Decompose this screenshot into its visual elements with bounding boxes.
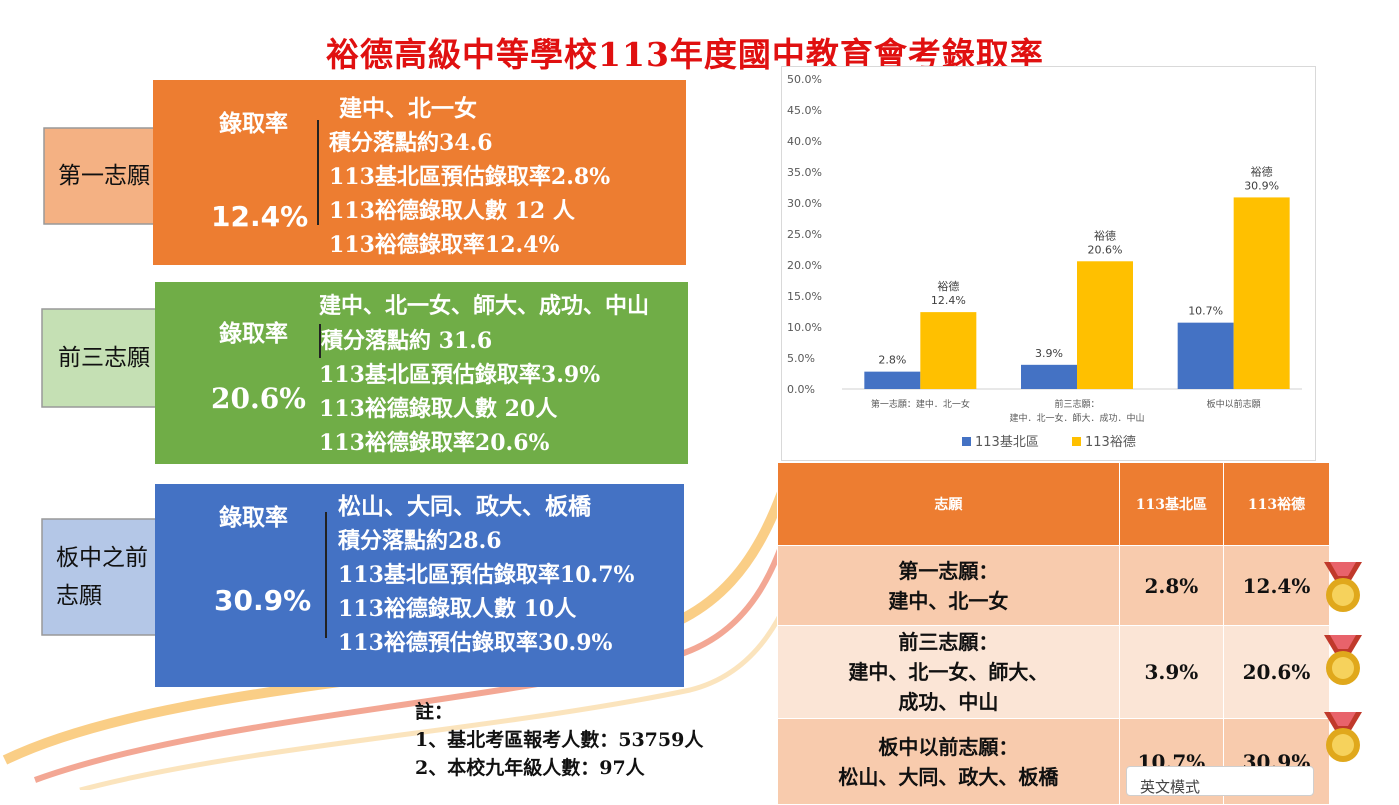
bar-region bbox=[1021, 364, 1077, 389]
tier3-line-region-rate: 113基北區預估錄取率10.7% bbox=[338, 562, 635, 588]
table-row: 前三志願： 建中、北一女、師大、 成功、中山 3.9% 20.6% bbox=[777, 625, 1331, 719]
tier3-rate-label: 錄取率 bbox=[219, 505, 288, 531]
x-tick-label: 前三志願： bbox=[1054, 398, 1099, 410]
tier3-divider bbox=[325, 512, 327, 638]
note-grade9: 2、本校九年級人數：97人 bbox=[415, 757, 645, 779]
row-label-line: 建中、北一女 bbox=[888, 588, 1009, 613]
tier2-line-count: 113裕德錄取人數 20人 bbox=[319, 396, 558, 422]
tier1-line-region-rate: 113基北區預估錄取率2.8% bbox=[329, 164, 611, 190]
ime-mode-indicator[interactable]: 英文模式 bbox=[1126, 766, 1314, 796]
tier1-arrow-label: 第一志願 bbox=[58, 163, 150, 189]
header-choice: 志願 bbox=[777, 462, 1120, 546]
tier2-line-schools: 建中、北一女、師大、成功、中山 bbox=[319, 294, 650, 319]
legend-swatch bbox=[962, 437, 971, 446]
data-label-series: 裕德 bbox=[1094, 228, 1116, 242]
tier1-box: 錄取率 12.4% 建中、北一女 積分落點約34.6 113基北區預估錄取率2.… bbox=[153, 80, 686, 265]
bar-school bbox=[1233, 197, 1290, 389]
row-label: 第一志願： 建中、北一女 bbox=[777, 545, 1120, 626]
header-region: 113基北區 bbox=[1118, 462, 1224, 546]
tier1-line-score: 積分落點約34.6 bbox=[329, 130, 493, 156]
note-applicants: 1、基北考區報考人數：53759人 bbox=[415, 729, 704, 751]
tier3-line-count: 113裕德錄取人數 10人 bbox=[338, 596, 577, 622]
bar-region bbox=[864, 371, 921, 389]
tier2-box: 錄取率 20.6% 建中、北一女、師大、成功、中山 積分落點約 31.6 113… bbox=[155, 282, 688, 464]
chart-svg: 0.0% 5.0% 10.0% 15.0% 20.0% 25.0% 30.0% 35.0% 40… bbox=[787, 73, 1302, 450]
comparison-table: 志願 113基北區 113裕德 第一志願： 建中、北一女 2.8% 12.4% … bbox=[777, 462, 1331, 805]
row-label-line: 板中以前志願： bbox=[878, 734, 1019, 759]
tier1-details: 建中、北一女 積分落點約34.6 113基北區預估錄取率2.8% 113裕德錄取… bbox=[329, 92, 610, 262]
tier2-rate-value: 20.6% bbox=[211, 382, 306, 415]
row-region-value: 3.9% bbox=[1118, 625, 1224, 719]
legend-swatch bbox=[1072, 437, 1081, 446]
tier3-line-school-rate: 113裕德預估錄取率30.9% bbox=[338, 630, 613, 656]
y-tick-label: 35.0% bbox=[787, 166, 822, 179]
y-tick-label: 15.0% bbox=[787, 290, 822, 303]
tier3-arrow-label: 板中之前 志願 bbox=[56, 539, 148, 615]
data-label-series: 裕德 bbox=[1251, 164, 1273, 178]
x-tick-label: 建中．北一女．師大．成功．中山 bbox=[1009, 412, 1144, 424]
tier2-details: 建中、北一女、師大、成功、中山 積分落點約 31.6 113基北區預估錄取率3.… bbox=[319, 290, 649, 460]
data-label: 2.8% bbox=[878, 354, 906, 367]
x-tick-label: 板中以前志願 bbox=[1207, 398, 1261, 410]
tier3-box: 錄取率 30.9% 松山、大同、政大、板橋 積分落點約28.6 113基北區預估… bbox=[155, 484, 684, 687]
y-tick-label: 30.0% bbox=[787, 197, 822, 210]
y-tick-label: 20.0% bbox=[787, 259, 822, 272]
table-header-row: 志願 113基北區 113裕德 bbox=[777, 462, 1331, 546]
tier1-rate-label: 錄取率 bbox=[219, 111, 288, 137]
y-tick-label: 25.0% bbox=[787, 228, 822, 241]
tier2-line-score: 積分落點約 31.6 bbox=[319, 324, 649, 358]
tier2-line-region-rate: 113基北區預估錄取率3.9% bbox=[319, 362, 601, 388]
header-school: 113裕德 bbox=[1222, 462, 1331, 546]
data-label-series: 裕德 bbox=[937, 279, 959, 293]
tier3-details: 松山、大同、政大、板橋 積分落點約28.6 113基北區預估錄取率10.7% 1… bbox=[338, 490, 634, 660]
row-label-line: 成功、中山 bbox=[898, 690, 999, 714]
row-label-line: 建中、北一女、師大、 bbox=[848, 660, 1049, 684]
tier3-line-schools: 松山、大同、政大、板橋 bbox=[338, 494, 591, 520]
bar-school bbox=[920, 312, 977, 389]
notes-heading: 註： bbox=[415, 701, 454, 723]
medal-icon bbox=[1324, 635, 1362, 685]
row-label-line: 第一志願： bbox=[898, 558, 999, 583]
y-tick-label: 5.0% bbox=[787, 352, 815, 365]
tier2-line-school-rate: 113裕德錄取率20.6% bbox=[319, 430, 550, 456]
y-tick-label: 10.0% bbox=[787, 321, 822, 334]
notes: 註： 1、基北考區報考人數：53759人 2、本校九年級人數：97人 bbox=[415, 698, 703, 782]
data-label: 10.7% bbox=[1188, 305, 1223, 318]
y-tick-label: 50.0% bbox=[787, 73, 822, 86]
y-tick-label: 45.0% bbox=[787, 104, 822, 117]
table-row: 第一志願： 建中、北一女 2.8% 12.4% bbox=[777, 545, 1331, 626]
tier3-arrow-label-line1: 板中之前 bbox=[56, 545, 148, 571]
tier1-divider bbox=[317, 120, 319, 225]
row-label-line: 松山、大同、政大、板橋 bbox=[838, 764, 1059, 789]
legend-label: 113基北區 bbox=[975, 435, 1039, 450]
data-label: 30.9% bbox=[1244, 179, 1279, 192]
data-label: 3.9% bbox=[1035, 347, 1063, 360]
tier1-line-schools: 建中、北一女 bbox=[339, 96, 477, 122]
row-label-line: 前三志願： bbox=[898, 630, 999, 654]
tier1-line-count: 113裕德錄取人數 12 人 bbox=[329, 198, 575, 224]
row-school-value: 12.4% bbox=[1222, 545, 1331, 626]
bar-region bbox=[1177, 322, 1234, 389]
medal-icon bbox=[1324, 712, 1362, 762]
y-tick-label: 40.0% bbox=[787, 135, 822, 148]
y-tick-label: 0.0% bbox=[787, 383, 815, 396]
admission-rate-chart: 0.0% 5.0% 10.0% 15.0% 20.0% 25.0% 30.0% 35.0% 40… bbox=[781, 66, 1316, 461]
row-label: 板中以前志願： 松山、大同、政大、板橋 bbox=[777, 718, 1120, 805]
tier3-rate-value: 30.9% bbox=[214, 584, 312, 617]
tier2-rate-label: 錄取率 bbox=[219, 321, 288, 347]
data-label: 12.4% bbox=[931, 294, 966, 307]
row-school-value: 20.6% bbox=[1222, 625, 1331, 719]
medal-icon bbox=[1324, 562, 1362, 612]
tier1-line-school-rate: 113裕德錄取率12.4% bbox=[329, 232, 560, 258]
data-label: 20.6% bbox=[1088, 243, 1123, 256]
tier1-rate-value: 12.4% bbox=[211, 200, 309, 233]
legend-label: 113裕德 bbox=[1085, 435, 1136, 450]
tier3-arrow-label-line2: 志願 bbox=[56, 583, 102, 609]
bar-school bbox=[1077, 261, 1133, 389]
tier2-arrow-label: 前三志願 bbox=[58, 345, 150, 371]
row-label: 前三志願： 建中、北一女、師大、 成功、中山 bbox=[777, 625, 1120, 719]
row-region-value: 2.8% bbox=[1118, 545, 1224, 626]
tier3-line-score: 積分落點約28.6 bbox=[338, 528, 502, 554]
x-tick-label: 第一志願：建中．北一女 bbox=[871, 398, 970, 410]
